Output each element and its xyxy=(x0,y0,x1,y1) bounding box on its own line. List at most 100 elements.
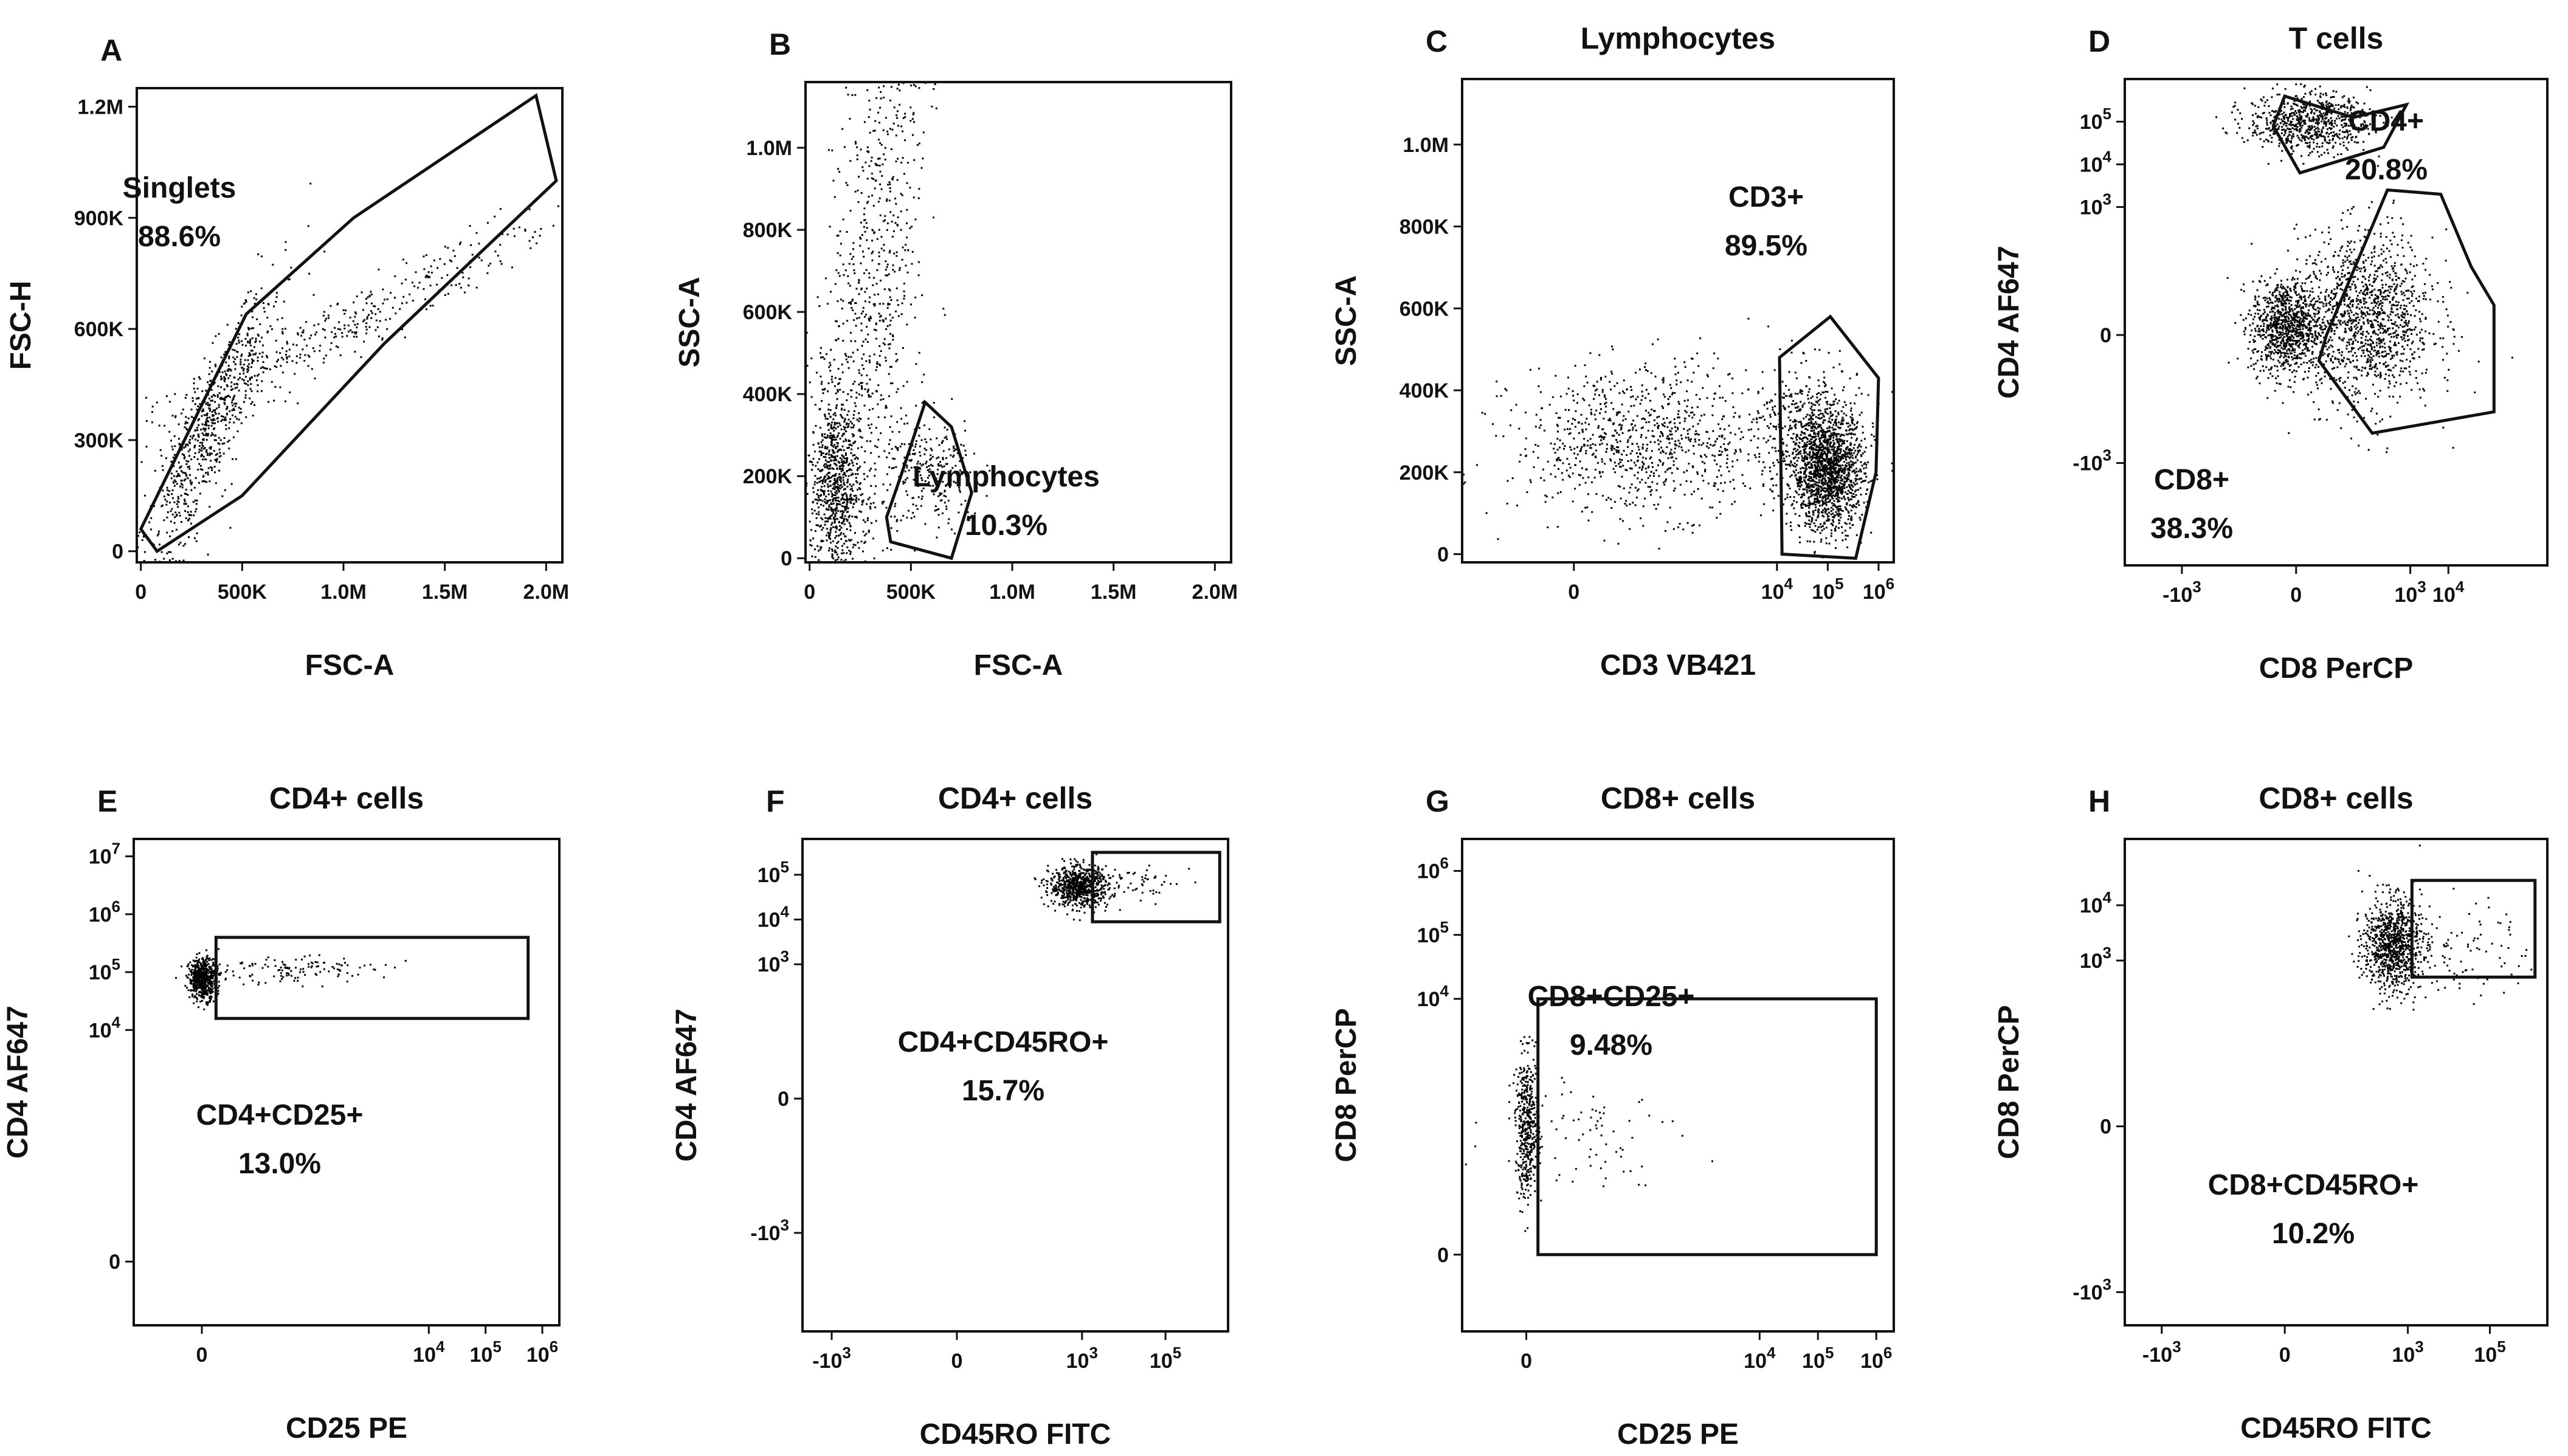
population-2 xyxy=(2226,243,2339,399)
x-tick-label: 106 xyxy=(526,1337,558,1367)
population-1 xyxy=(1462,337,1857,553)
event-dots xyxy=(137,182,559,562)
panel-letter: D xyxy=(2088,24,2110,58)
y-tick-label: 103 xyxy=(2080,190,2111,219)
y-tick-label: 600K xyxy=(1400,297,1449,320)
y-axis: 0 104 105 106 107 xyxy=(89,840,134,1274)
y-tick-label: 300K xyxy=(74,429,124,452)
x-axis: 0 500K 1.0M 1.5M 2.0M xyxy=(804,562,1238,604)
gate-name: CD3+ xyxy=(1728,181,1804,213)
event-path xyxy=(2356,888,2533,1006)
event-dots xyxy=(806,82,991,562)
y-tick-label: 104 xyxy=(2080,888,2112,917)
population-1 xyxy=(2348,844,2441,1011)
y-tick-label: 106 xyxy=(1417,854,1449,883)
event-path xyxy=(1508,1036,1543,1232)
x-axis-label: CD8 PerCP xyxy=(2259,652,2413,685)
panel-title: T cells xyxy=(2289,21,2384,55)
event-path xyxy=(861,381,991,556)
y-tick-label: 600K xyxy=(74,318,124,341)
panel-title: Lymphocytes xyxy=(1581,21,1775,55)
panel-letter: H xyxy=(2088,784,2110,818)
gate-percent: 38.3% xyxy=(2150,512,2233,545)
y-tick-label: 106 xyxy=(89,897,120,926)
y-tick-label: 900K xyxy=(74,207,124,230)
x-tick-label: 500K xyxy=(886,581,936,604)
x-tick-label: 104 xyxy=(2432,578,2465,607)
y-axis-label: CD4 AF647 xyxy=(671,1009,703,1162)
x-axis: -103 0 103 105 xyxy=(812,1331,1181,1373)
population-1 xyxy=(1034,853,1132,922)
gate-name: CD4+CD45RO+ xyxy=(898,1026,1109,1058)
gate-outline xyxy=(1536,997,1878,1257)
y-axis-label: CD4 AF647 xyxy=(1993,246,2025,399)
y-tick-label: 0 xyxy=(2100,1116,2111,1139)
y-tick-label: 800K xyxy=(1400,216,1449,239)
plot-frame xyxy=(1461,78,1895,564)
x-tick-label: 105 xyxy=(470,1337,502,1367)
event-path xyxy=(175,948,407,988)
gate-cd4-: CD4+ 20.8% xyxy=(2271,94,2428,186)
gate-cd8-cd45ro-: CD8+CD45RO+ 10.2% xyxy=(2208,878,2537,1250)
gate-name: CD8+CD45RO+ xyxy=(2208,1169,2419,1201)
y-axis-label: CD8 PerCP xyxy=(1993,1005,2025,1159)
x-tick-label: 106 xyxy=(1860,1344,1892,1373)
panel-b: B 0 500K 1.0M 1.5M 2.0M 0 200K 400K 600K 800K 1.0M F… xyxy=(674,27,1238,681)
gate-name: Lymphocytes xyxy=(913,461,1100,493)
y-tick-label: 0 xyxy=(1437,543,1449,567)
gate-percent: 13.0% xyxy=(238,1148,321,1180)
panel-g: G CD8+ cells 0 104 105 106 0 104 105 106 CD25 PE CD… xyxy=(1330,781,1895,1451)
x-tick-label: 0 xyxy=(951,1350,962,1373)
panel-f: F CD4+ cells -103 0 103 105 -103 0 103 104 105 CD45… xyxy=(671,781,1229,1451)
y-axis: 0 104 105 106 xyxy=(1417,854,1462,1267)
gate-name: CD8+ xyxy=(2154,464,2229,496)
y-tick-label: 400K xyxy=(743,383,793,406)
y-tick-label: 104 xyxy=(89,1013,121,1042)
gate-cd4-cd25-: CD4+CD25+ 13.0% xyxy=(196,936,530,1180)
gate-percent: 10.2% xyxy=(2272,1218,2355,1250)
x-axis-label: CD25 PE xyxy=(286,1412,407,1444)
gate-outline xyxy=(1778,314,1880,560)
panel-title: CD8+ cells xyxy=(1601,781,1755,815)
population-3 xyxy=(861,381,991,556)
plot-frame xyxy=(801,838,1229,1333)
gate-percent: 89.5% xyxy=(1725,230,1807,262)
y-tick-label: 1.0M xyxy=(746,137,792,160)
gate-outline xyxy=(139,93,558,554)
panel-letter: A xyxy=(100,33,122,67)
panel-letter: C xyxy=(1426,24,1448,58)
event-dots xyxy=(1034,853,1196,922)
event-path xyxy=(1465,1058,1713,1187)
x-axis-label: FSC-A xyxy=(974,649,1063,681)
x-tick-label: 106 xyxy=(1863,574,1894,604)
y-tick-label: 0 xyxy=(109,1251,120,1274)
x-tick-label: 105 xyxy=(1150,1344,1181,1373)
gate-percent: 20.8% xyxy=(2345,154,2428,186)
x-tick-label: 1.0M xyxy=(989,581,1035,604)
population-3 xyxy=(2263,165,2513,454)
population-1 xyxy=(2215,83,2393,165)
plot-frame xyxy=(1461,838,1895,1333)
gate-outline xyxy=(885,399,973,561)
y-tick-label: 0 xyxy=(778,1088,789,1111)
x-tick-label: 1.0M xyxy=(320,581,367,604)
event-path xyxy=(2263,165,2513,454)
y-tick-label: 104 xyxy=(2080,147,2112,176)
gate-singlets: Singlets 88.6% xyxy=(123,93,558,554)
x-tick-label: 103 xyxy=(1066,1344,1098,1373)
x-tick-label: 104 xyxy=(413,1337,445,1367)
event-path xyxy=(806,82,946,562)
x-tick-label: 0 xyxy=(196,1344,208,1367)
panel-title: CD4+ cells xyxy=(938,781,1092,815)
x-axis-label: FSC-A xyxy=(305,649,395,681)
y-axis: -103 0 103 104 xyxy=(2073,888,2125,1304)
population-2 xyxy=(1773,378,1894,559)
event-path xyxy=(1034,853,1132,922)
y-tick-label: 1.0M xyxy=(1403,134,1449,157)
x-tick-label: 105 xyxy=(1812,574,1843,604)
event-dots xyxy=(2215,83,2513,454)
y-tick-label: 200K xyxy=(1400,461,1449,485)
x-tick-label: 0 xyxy=(135,581,147,604)
x-tick-label: 0 xyxy=(2279,1344,2291,1367)
